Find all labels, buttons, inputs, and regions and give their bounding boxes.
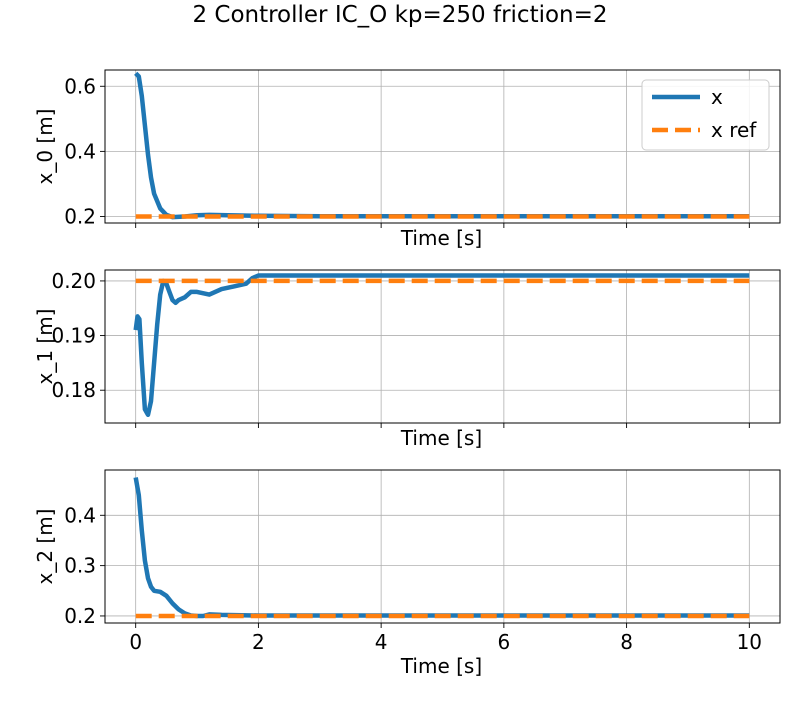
y-tick-label: 0.2 [64, 604, 96, 628]
axes-frame [104, 469, 781, 624]
y-tick-label: 0.4 [64, 139, 96, 163]
x-tick-label: 4 [375, 630, 388, 654]
y-axis-label: x_1 [m] [33, 308, 57, 384]
y-tick-label: 0.6 [64, 74, 96, 98]
legend: x x ref [641, 79, 770, 151]
y-tick-label: 0.2 [64, 204, 96, 228]
axes-frame [104, 269, 781, 424]
y-tick-label: 0.19 [51, 324, 96, 348]
y-tick-label: 0.20 [51, 269, 96, 293]
x-axis-label: Time [s] [400, 226, 482, 250]
y-axis-label: x_2 [m] [33, 508, 57, 584]
series-x-line [133, 273, 750, 418]
y-axis-label: x_0 [m] [33, 108, 57, 184]
figure-title: 2 Controller IC_O kp=250 friction=2 [192, 2, 607, 28]
y-tick-label: 0.3 [64, 554, 96, 578]
subplot-2: 0.2 0.3 0.4 0 2 4 6 8 10 Time [s] x_2 [m] [33, 469, 781, 678]
y-tick-label: 0.4 [64, 503, 96, 527]
x-tick-label: 10 [737, 630, 762, 654]
x-axis-label: Time [s] [400, 654, 482, 678]
x-axis-label: Time [s] [400, 426, 482, 450]
x-tick-label: 6 [497, 630, 510, 654]
axes-frame [104, 69, 781, 224]
subplot-1: 0.18 0.19 0.20 Time [s] x_1 [m] [33, 269, 781, 450]
y-tick-label: 0.18 [51, 378, 96, 402]
legend-label-x: x [711, 85, 723, 109]
x-tick-label: 8 [620, 630, 633, 654]
x-tick-label: 2 [252, 630, 265, 654]
legend-label-x-ref: x ref [711, 118, 757, 142]
x-tick-label: 0 [129, 630, 142, 654]
series-x-line [133, 477, 750, 619]
